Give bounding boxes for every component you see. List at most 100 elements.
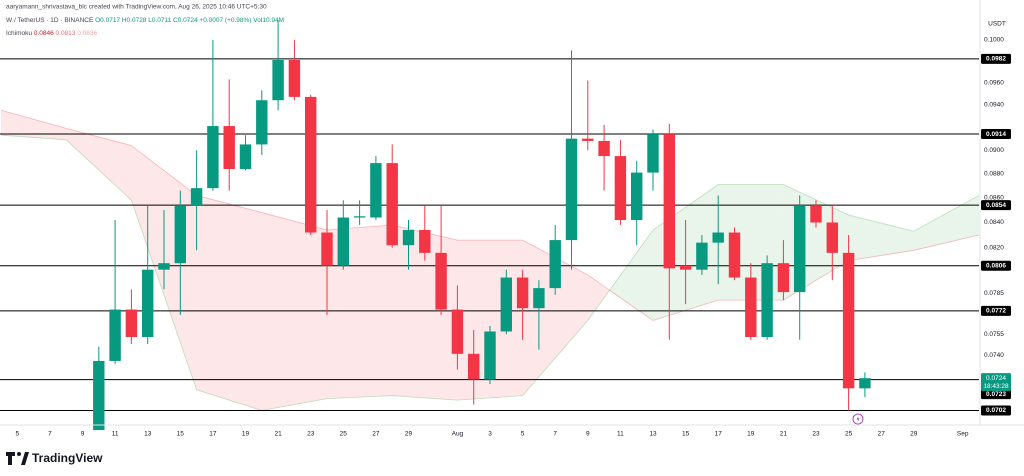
candle-body xyxy=(239,144,252,170)
y-tick-label: 0.0785 xyxy=(984,290,1004,297)
x-tick-label: 21 xyxy=(780,431,788,438)
candle-body xyxy=(353,216,366,218)
candle-body xyxy=(598,140,610,157)
symbol: W / TetherUS · 1D · BINANCE xyxy=(6,17,94,24)
candle-body xyxy=(826,222,839,253)
candle-body xyxy=(370,163,382,218)
candle-body xyxy=(793,205,806,293)
currency: USDT xyxy=(988,21,1006,28)
candle-body xyxy=(256,100,268,145)
level-label: 0.0723 xyxy=(986,391,1006,398)
candle-body xyxy=(402,230,415,246)
x-tick-label: 5 xyxy=(521,431,525,438)
logo-dot xyxy=(17,452,21,456)
candle-body xyxy=(696,242,708,270)
y-tick-label: 0.1000 xyxy=(984,37,1004,44)
x-tick-label: 7 xyxy=(553,431,557,438)
candle-body xyxy=(859,378,871,389)
cloud-fill xyxy=(66,128,132,201)
candle-body xyxy=(223,126,235,170)
y-tick-label: 0.0860 xyxy=(984,195,1004,202)
candle-body xyxy=(272,59,284,101)
candle-body xyxy=(207,126,219,189)
candle-body xyxy=(582,138,594,141)
x-tick-label: 5 xyxy=(15,431,19,438)
candle-body xyxy=(663,134,676,269)
x-tick-label: 3 xyxy=(488,431,492,438)
x-tick-label: 23 xyxy=(307,431,315,438)
x-tick-label: 19 xyxy=(242,431,250,438)
indicator-value: 0.0836 xyxy=(77,30,97,37)
candle-body xyxy=(419,230,431,253)
logo-slash xyxy=(21,452,29,465)
brand-name: TradingView xyxy=(32,451,103,465)
candle-body xyxy=(435,252,447,310)
candle-body xyxy=(728,232,741,278)
candle-body xyxy=(810,205,822,223)
candle-body xyxy=(141,269,154,338)
x-tick-label: 15 xyxy=(682,431,690,438)
x-tick-label: 13 xyxy=(649,431,657,438)
logo-mark xyxy=(6,452,15,465)
x-tick-label: 29 xyxy=(910,431,918,438)
y-tick-label: 0.0820 xyxy=(984,244,1004,251)
level-label: 0.0806 xyxy=(986,262,1006,269)
level-label-box xyxy=(981,53,1011,64)
x-tick-label: Aug xyxy=(452,431,464,438)
icon-bolt[interactable] xyxy=(856,415,860,423)
cloud-fill xyxy=(848,215,914,261)
candle-layer xyxy=(93,20,871,431)
cloud-fill xyxy=(913,195,979,251)
candle-body xyxy=(158,263,170,270)
cloud-fill xyxy=(196,195,262,411)
indicator-value: 0.0813 xyxy=(56,30,76,37)
candle-body xyxy=(614,156,627,221)
x-tick-label: 23 xyxy=(812,431,820,438)
x-tick-label: 21 xyxy=(274,431,282,438)
x-tick-label: 27 xyxy=(372,431,380,438)
replay-icon[interactable] xyxy=(852,413,864,425)
candle-body xyxy=(712,232,724,243)
candle-body xyxy=(386,163,398,246)
x-tick-label: 13 xyxy=(144,431,152,438)
indicator-value: 0.0846 xyxy=(34,30,54,37)
x-tick-label: 15 xyxy=(177,431,185,438)
candle-body xyxy=(842,252,855,389)
x-tick-label: 11 xyxy=(617,431,624,438)
x-tick-label: 11 xyxy=(112,431,119,438)
x-tick-label: 25 xyxy=(340,431,348,438)
level-label: 0.0854 xyxy=(986,202,1006,209)
y-tick-label: 0.0740 xyxy=(984,352,1004,359)
y-tick-label: 0.0940 xyxy=(984,101,1004,108)
legend-line: W / TetherUS · 1D · BINANCE O0.0717 H0.0… xyxy=(6,17,284,24)
y-tick-label: 0.0960 xyxy=(984,79,1004,86)
indicator-line: Ichimoku 0.0846 0.0813 0.0836 xyxy=(6,30,98,37)
candle-body xyxy=(630,172,643,221)
candle-body xyxy=(288,59,301,97)
y-tick-label: 0.0755 xyxy=(984,331,1004,338)
volume: Vol10.94M xyxy=(253,17,284,24)
price-box xyxy=(981,373,1011,392)
candle-body xyxy=(745,277,757,338)
credit: aaryamann_shrivastava_blc created with T… xyxy=(6,4,267,11)
span-a-line xyxy=(0,134,980,411)
x-tick-label: 17 xyxy=(715,431,723,438)
level-label-box xyxy=(981,405,1011,416)
cloud-fill xyxy=(522,240,588,396)
x-tick-label: Sep xyxy=(957,431,969,438)
cloud-fill xyxy=(1,110,67,140)
x-tick-label: 29 xyxy=(405,431,413,438)
x-tick-label: 19 xyxy=(747,431,755,438)
cloud-fill xyxy=(609,230,653,321)
x-tick-label: 9 xyxy=(586,431,590,438)
x-tick-label: 25 xyxy=(845,431,853,438)
candle-body xyxy=(549,240,561,289)
level-label-box xyxy=(981,305,1011,316)
candle-body xyxy=(321,232,333,266)
x-tick-label: 27 xyxy=(878,431,886,438)
candle-body xyxy=(500,277,513,332)
candle-body xyxy=(109,309,121,361)
candle-body xyxy=(533,288,545,309)
candle-body xyxy=(93,360,105,431)
